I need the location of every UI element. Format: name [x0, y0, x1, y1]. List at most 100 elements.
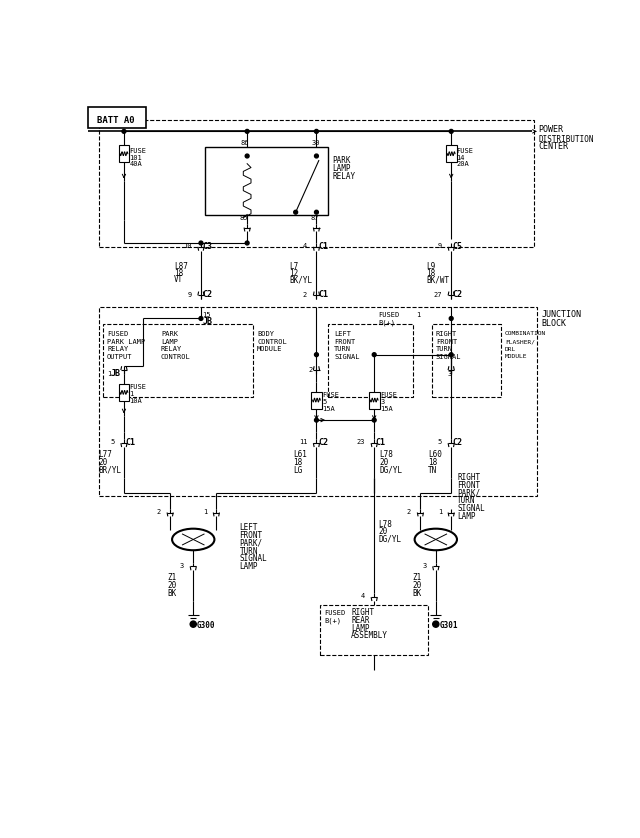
Text: 2: 2 [303, 292, 307, 297]
Text: LAMP: LAMP [333, 163, 351, 173]
Ellipse shape [172, 529, 214, 551]
Text: 27: 27 [433, 292, 442, 297]
Text: 20: 20 [380, 458, 389, 467]
Text: COMBINATION: COMBINATION [505, 331, 547, 336]
Text: LAMP: LAMP [458, 512, 476, 521]
Text: 2: 2 [407, 509, 411, 515]
Text: TN: TN [428, 466, 437, 474]
Text: FUSED: FUSED [378, 312, 399, 318]
Text: 101: 101 [129, 154, 142, 161]
Text: G300: G300 [197, 621, 216, 630]
Text: 20A: 20A [456, 162, 469, 168]
Text: LEFT: LEFT [334, 331, 351, 337]
Text: SIGNAL: SIGNAL [334, 354, 360, 360]
Text: Z1: Z1 [413, 573, 422, 582]
Text: RIGHT: RIGHT [458, 473, 481, 483]
Text: 3: 3 [380, 399, 385, 405]
Circle shape [314, 154, 318, 158]
Text: DG/YL: DG/YL [380, 466, 403, 474]
Text: TURN: TURN [458, 496, 476, 505]
Text: RIGHT: RIGHT [436, 331, 457, 337]
Text: C2: C2 [452, 290, 463, 299]
Bar [118, 384, 129, 401]
Text: 3: 3 [422, 562, 427, 569]
Bar [103, 323, 253, 397]
Text: DISTRIBUTION: DISTRIBUTION [538, 135, 594, 143]
Text: B(+): B(+) [378, 319, 395, 326]
Text: L87: L87 [174, 261, 188, 271]
Bar [432, 323, 501, 397]
Bar [446, 145, 456, 163]
Text: TURN: TURN [334, 346, 351, 352]
Text: SIGNAL: SIGNAL [239, 554, 268, 563]
Text: 9: 9 [188, 292, 192, 297]
Circle shape [199, 317, 203, 320]
Text: RELAY: RELAY [107, 346, 128, 352]
Circle shape [199, 241, 203, 245]
Circle shape [314, 210, 318, 215]
Text: 2: 2 [157, 509, 161, 515]
Text: BATT A0: BATT A0 [97, 116, 135, 125]
Text: FUSE: FUSE [380, 391, 397, 398]
Circle shape [372, 418, 376, 422]
Text: L78: L78 [380, 450, 394, 459]
Text: PARK: PARK [333, 156, 351, 165]
Text: DRL: DRL [505, 347, 516, 352]
Text: Z1: Z1 [168, 573, 177, 582]
Text: PARK/: PARK/ [458, 489, 481, 498]
Text: B(+): B(+) [324, 617, 341, 623]
Text: FRONT: FRONT [239, 531, 262, 541]
Text: CONTROL: CONTROL [161, 354, 191, 360]
Circle shape [372, 353, 376, 357]
Text: C3: C3 [202, 241, 212, 251]
Text: TURN: TURN [239, 546, 258, 556]
Bar [99, 120, 534, 247]
Text: 14: 14 [456, 154, 465, 161]
Text: 1: 1 [438, 509, 442, 515]
Text: C1: C1 [376, 438, 386, 447]
Text: SIGNAL: SIGNAL [458, 504, 485, 513]
Text: L60: L60 [428, 450, 442, 459]
Text: 4: 4 [361, 593, 365, 599]
Text: FUSE: FUSE [323, 391, 340, 398]
Text: G301: G301 [440, 621, 458, 630]
Text: RELAY: RELAY [161, 346, 182, 352]
Text: 1: 1 [129, 391, 134, 397]
Text: 23: 23 [356, 439, 365, 446]
Text: 5: 5 [323, 399, 327, 405]
Text: 10: 10 [183, 243, 192, 249]
Text: LG: LG [293, 466, 303, 474]
Text: C2: C2 [452, 438, 463, 447]
Text: 20: 20 [168, 582, 177, 590]
Text: FUSE: FUSE [129, 147, 147, 153]
Text: FUSED: FUSED [107, 331, 128, 337]
Text: POWER: POWER [538, 126, 563, 134]
Circle shape [245, 129, 249, 133]
Text: L61: L61 [293, 450, 307, 459]
Text: BK/YL: BK/YL [289, 276, 312, 284]
Text: C1: C1 [318, 241, 328, 251]
Text: MODULE: MODULE [505, 354, 527, 360]
Circle shape [122, 129, 126, 133]
Text: 86: 86 [241, 140, 250, 146]
Text: 11: 11 [299, 439, 307, 446]
Circle shape [314, 353, 318, 357]
Bar [205, 147, 328, 215]
Text: FRONT: FRONT [334, 339, 355, 344]
Text: 18: 18 [427, 268, 436, 277]
Text: 40A: 40A [129, 162, 142, 168]
Text: 87: 87 [310, 215, 319, 220]
Text: 3: 3 [180, 562, 184, 569]
Circle shape [449, 353, 453, 357]
Text: L78: L78 [378, 520, 392, 529]
Text: PARK: PARK [161, 331, 178, 337]
Text: BK: BK [168, 589, 177, 597]
Text: ASSEMBLY: ASSEMBLY [351, 631, 388, 640]
Text: JB: JB [202, 317, 212, 326]
Text: C1: C1 [318, 290, 328, 299]
Text: LEFT: LEFT [239, 524, 258, 532]
Text: REAR: REAR [351, 616, 370, 625]
Text: LAMP: LAMP [351, 623, 370, 633]
Text: 20: 20 [378, 527, 387, 536]
Text: FUSE: FUSE [129, 384, 147, 390]
